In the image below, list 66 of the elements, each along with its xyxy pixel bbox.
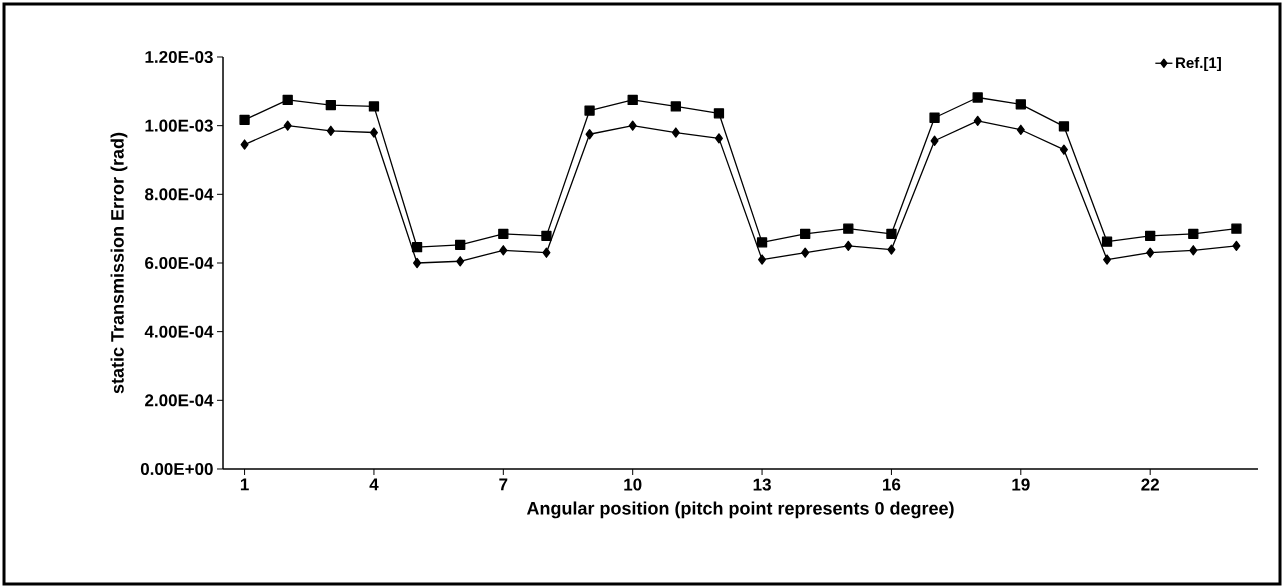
point <box>886 228 897 239</box>
point <box>627 94 638 106</box>
point <box>756 237 768 248</box>
x-axis-title: Angular position (pitch point represents 0 degree) <box>526 501 954 519</box>
point <box>282 94 293 106</box>
point <box>929 112 940 123</box>
point <box>713 108 725 119</box>
point <box>628 120 637 131</box>
point <box>1058 121 1070 132</box>
x-tick-label: 13 <box>753 478 771 491</box>
point <box>1189 245 1198 256</box>
y-tick-label: 6.00E-04 <box>145 256 214 270</box>
point <box>368 101 380 112</box>
y-tick-label: 0.00E+00 <box>140 462 213 476</box>
point <box>585 129 594 140</box>
point <box>498 228 509 239</box>
point <box>1145 230 1156 242</box>
x-tick-label: 4 <box>369 478 379 491</box>
point <box>887 244 896 255</box>
x-tick-label: 10 <box>624 478 642 491</box>
point <box>1016 124 1025 135</box>
point <box>972 92 983 103</box>
x-tick-label: 16 <box>883 478 901 491</box>
point <box>239 114 250 125</box>
point <box>542 247 551 258</box>
x-tick-label: 1 <box>240 478 249 491</box>
y-axis-title: static Transmission Error (rad) <box>110 132 128 394</box>
point <box>844 240 853 251</box>
point <box>930 135 939 146</box>
point <box>455 239 466 250</box>
point <box>1146 247 1155 258</box>
point <box>1188 228 1199 239</box>
x-tick-label: 22 <box>1141 478 1159 491</box>
point <box>325 99 336 111</box>
x-tick-label: 7 <box>499 478 508 491</box>
point <box>1232 240 1241 251</box>
point <box>1103 254 1112 265</box>
point <box>240 139 249 150</box>
x-tick-label: 19 <box>1012 478 1030 491</box>
y-tick-label: 1.20E-03 <box>145 50 213 64</box>
point <box>800 228 811 239</box>
point <box>973 115 982 126</box>
point <box>283 120 292 131</box>
y-tick-label: 2.00E-04 <box>145 394 214 407</box>
legend-label: Ref.[1] <box>1176 57 1221 72</box>
point <box>843 223 854 234</box>
point <box>670 101 681 112</box>
point <box>758 254 767 265</box>
point <box>584 105 595 116</box>
point <box>456 256 465 267</box>
point <box>413 257 422 269</box>
point <box>1015 99 1026 110</box>
y-tick-label: 1.00E-03 <box>145 119 213 132</box>
point <box>671 127 680 138</box>
y-tick-label: 4.00E-04 <box>144 325 214 338</box>
point <box>326 125 335 136</box>
point <box>411 242 423 253</box>
point <box>1059 144 1068 155</box>
point <box>499 245 508 256</box>
point <box>801 247 810 258</box>
y-tick-label: 8.00E-04 <box>145 188 214 201</box>
point <box>369 127 378 138</box>
point <box>714 133 723 144</box>
point <box>541 230 552 242</box>
point <box>1101 236 1113 247</box>
point <box>1231 223 1242 234</box>
